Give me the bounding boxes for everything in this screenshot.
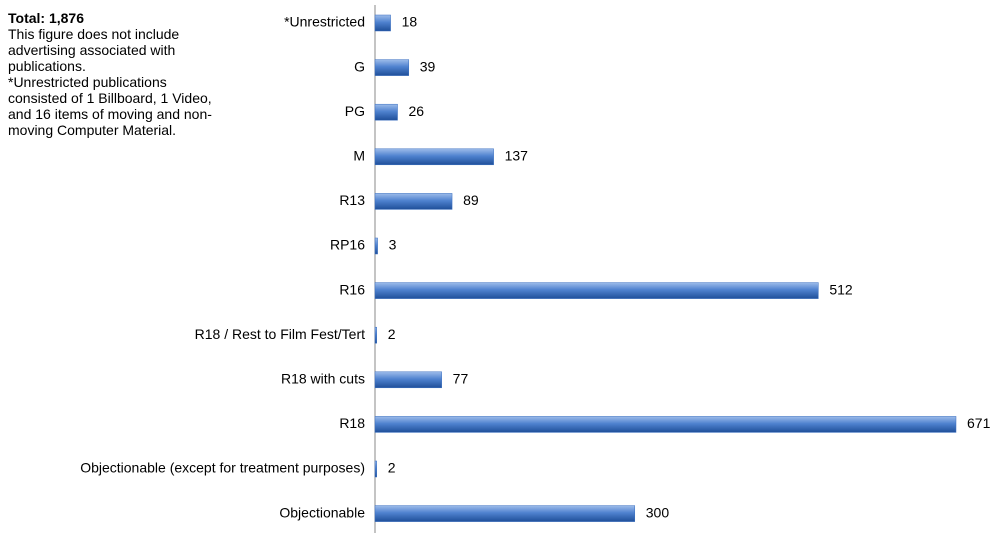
value-label: 300	[646, 504, 670, 520]
value-label: 512	[829, 281, 853, 297]
value-label: 77	[453, 371, 469, 387]
value-label: 3	[389, 237, 397, 253]
bar	[374, 371, 442, 389]
annotation-line: *Unrestricted publications consisted of …	[8, 74, 212, 138]
category-label: R18 with cuts	[281, 371, 365, 387]
category-label: Objectionable (except for treatment purp…	[80, 460, 365, 476]
category-label: R16	[339, 281, 365, 297]
category-label: PG	[345, 103, 365, 119]
category-label: R18	[339, 415, 365, 431]
category-label: Objectionable	[279, 504, 365, 520]
value-label: 2	[388, 326, 396, 342]
annotation: Total: 1,876 This figure does not includ…	[8, 10, 213, 138]
value-label: 26	[409, 103, 425, 119]
bar	[374, 460, 377, 478]
bar	[374, 326, 377, 344]
bar	[374, 103, 398, 121]
category-label: M	[353, 148, 365, 164]
category-label: R13	[339, 192, 365, 208]
bar	[374, 148, 494, 166]
annotation-title: Total: 1,876	[8, 10, 84, 26]
value-label: 39	[420, 58, 436, 74]
value-label: 137	[505, 148, 529, 164]
bar	[374, 14, 391, 32]
value-label: 671	[967, 415, 991, 431]
annotation-line: This figure does not include advertising…	[8, 26, 180, 74]
value-label: 18	[402, 14, 418, 30]
category-label: G	[354, 58, 365, 74]
bar	[374, 237, 378, 255]
value-label: 89	[463, 192, 479, 208]
category-label: R18 / Rest to Film Fest/Tert	[195, 326, 365, 342]
value-label: 2	[388, 460, 396, 476]
category-label: *Unrestricted	[284, 14, 365, 30]
category-label: RP16	[330, 237, 365, 253]
bar	[374, 282, 819, 299]
bar	[374, 416, 957, 433]
bar	[374, 505, 636, 522]
bar	[374, 59, 410, 76]
bar	[374, 193, 453, 210]
